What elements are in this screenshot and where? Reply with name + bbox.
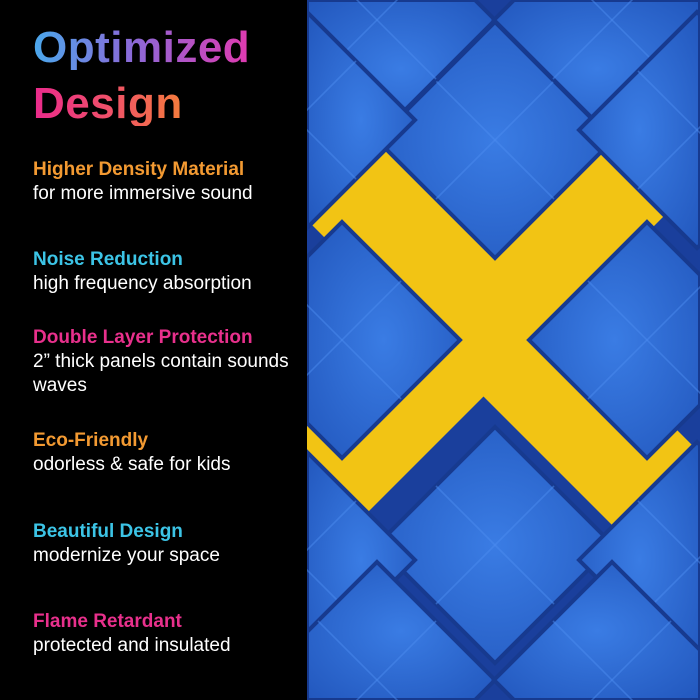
foam-tile bbox=[491, 559, 700, 700]
foam-tile-ridge bbox=[307, 303, 402, 400]
foam-tile-ridge bbox=[552, 0, 634, 80]
feature-noise: Noise Reduction high frequency absorption bbox=[33, 248, 252, 296]
yellow-x-stripes bbox=[307, 60, 700, 590]
foam-tile-ridge bbox=[307, 128, 357, 180]
feature-flame: Flame Retardant protected and insulated bbox=[33, 610, 231, 658]
feature-layer: Double Layer Protection 2” thick panels c… bbox=[33, 326, 293, 398]
feature-density: Higher Density Material for more immersiv… bbox=[33, 158, 253, 206]
feature-heading: Double Layer Protection bbox=[33, 327, 253, 348]
foam-panel-photo bbox=[307, 0, 700, 700]
feature-eco: Eco-Friendly odorless & safe for kids bbox=[33, 429, 230, 477]
foam-tile-ridge bbox=[590, 620, 672, 700]
feature-heading: Flame Retardant bbox=[33, 611, 182, 632]
feature-desc: high frequency absorption bbox=[33, 273, 252, 294]
foam-tile-ridge bbox=[307, 500, 357, 552]
feature-heading: Eco-Friendly bbox=[33, 430, 149, 451]
foam-tile-ridge bbox=[637, 125, 700, 190]
foam-tile-ridge bbox=[637, 500, 700, 565]
feature-desc: protected and insulated bbox=[33, 635, 231, 656]
feature-desc: odorless & safe for kids bbox=[33, 454, 231, 475]
feature-desc: 2” thick panels contain sounds waves bbox=[33, 351, 289, 396]
foam-tile-ridge bbox=[307, 280, 402, 377]
foam-tile bbox=[307, 219, 463, 461]
feature-heading: Higher Density Material bbox=[33, 159, 245, 180]
feature-heading: Beautiful Design bbox=[33, 521, 183, 542]
feature-desc: modernize your space bbox=[33, 545, 220, 566]
feature-desc: for more immersive sound bbox=[33, 183, 253, 204]
foam-tile-ridge bbox=[435, 80, 555, 200]
feature-heading: Noise Reduction bbox=[33, 249, 183, 270]
foam-tile-ridge bbox=[435, 485, 555, 605]
foam-tiles bbox=[307, 0, 700, 700]
feature-design: Beautiful Design modernize your space bbox=[33, 520, 220, 568]
foam-tile-ridge bbox=[307, 60, 357, 112]
yellow-stripe bbox=[307, 60, 700, 573]
title-line-1: Optimized bbox=[33, 23, 251, 72]
foam-illustration bbox=[307, 0, 700, 700]
foam-tile-ridge bbox=[587, 285, 700, 400]
foam-tile bbox=[307, 559, 498, 700]
foam-tile bbox=[307, 9, 418, 231]
foam-tile-ridge bbox=[637, 70, 700, 135]
title-line-2: Design bbox=[33, 79, 183, 128]
feature-panel: Optimized Design Higher Density Material… bbox=[0, 0, 307, 700]
foam-tile bbox=[526, 219, 700, 461]
foam-tile-ridge bbox=[587, 280, 700, 395]
foam-tile-ridge bbox=[355, 620, 437, 700]
